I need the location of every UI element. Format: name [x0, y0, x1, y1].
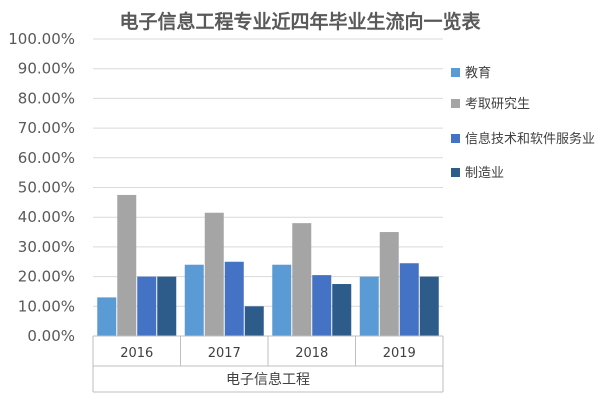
bar [204, 212, 224, 336]
bar [292, 223, 312, 336]
y-tick-label: 0.00% [27, 327, 75, 345]
bar [244, 306, 264, 336]
bars [97, 194, 439, 336]
y-axis-ticks: 0.00% 10.00% 20.00% 30.00% 40.00% 50.00% 60.00… [8, 30, 75, 345]
chart-title: 电子信息工程专业近四年毕业生流向一览表 [119, 10, 481, 33]
bar [157, 276, 177, 336]
bar [117, 194, 137, 336]
legend-label: 教育 [465, 65, 491, 81]
y-tick-label: 10.00% [18, 297, 75, 315]
y-tick-label: 70.00% [18, 119, 75, 137]
legend-swatch [451, 134, 460, 143]
bar [419, 276, 439, 336]
x-axis: 2016 2017 2018 2019 [92, 335, 444, 393]
legend-label: 制造业 [465, 166, 504, 181]
y-tick-label: 50.00% [18, 179, 75, 197]
bar [137, 276, 157, 336]
y-tick-label: 30.00% [18, 238, 75, 256]
y-tick-label: 20.00% [18, 268, 75, 286]
bar [272, 264, 292, 336]
bar [359, 276, 379, 336]
x-tick-label: 2017 [208, 346, 241, 361]
bar [379, 232, 399, 336]
y-tick-label: 60.00% [18, 149, 75, 167]
x-axis-label: 电子信息工程 [226, 371, 310, 388]
x-tick-label: 2019 [383, 346, 416, 361]
bar [97, 297, 117, 336]
bar [312, 275, 332, 336]
legend-label: 信息技术和软件服务业 [465, 131, 595, 147]
bar [184, 264, 204, 336]
y-tick-label: 80.00% [18, 89, 75, 107]
y-tick-label: 90.00% [18, 60, 75, 78]
x-tick-label: 2018 [295, 346, 328, 361]
y-tick-label: 40.00% [18, 208, 75, 226]
y-tick-label: 100.00% [8, 30, 75, 48]
bar [224, 261, 244, 336]
bar [332, 284, 352, 336]
x-tick-label: 2016 [120, 346, 153, 361]
legend-swatch [451, 168, 460, 177]
legend-swatch [451, 68, 460, 77]
legend-label: 考取研究生 [465, 97, 530, 112]
legend-swatch [451, 99, 460, 108]
bar [399, 263, 419, 336]
